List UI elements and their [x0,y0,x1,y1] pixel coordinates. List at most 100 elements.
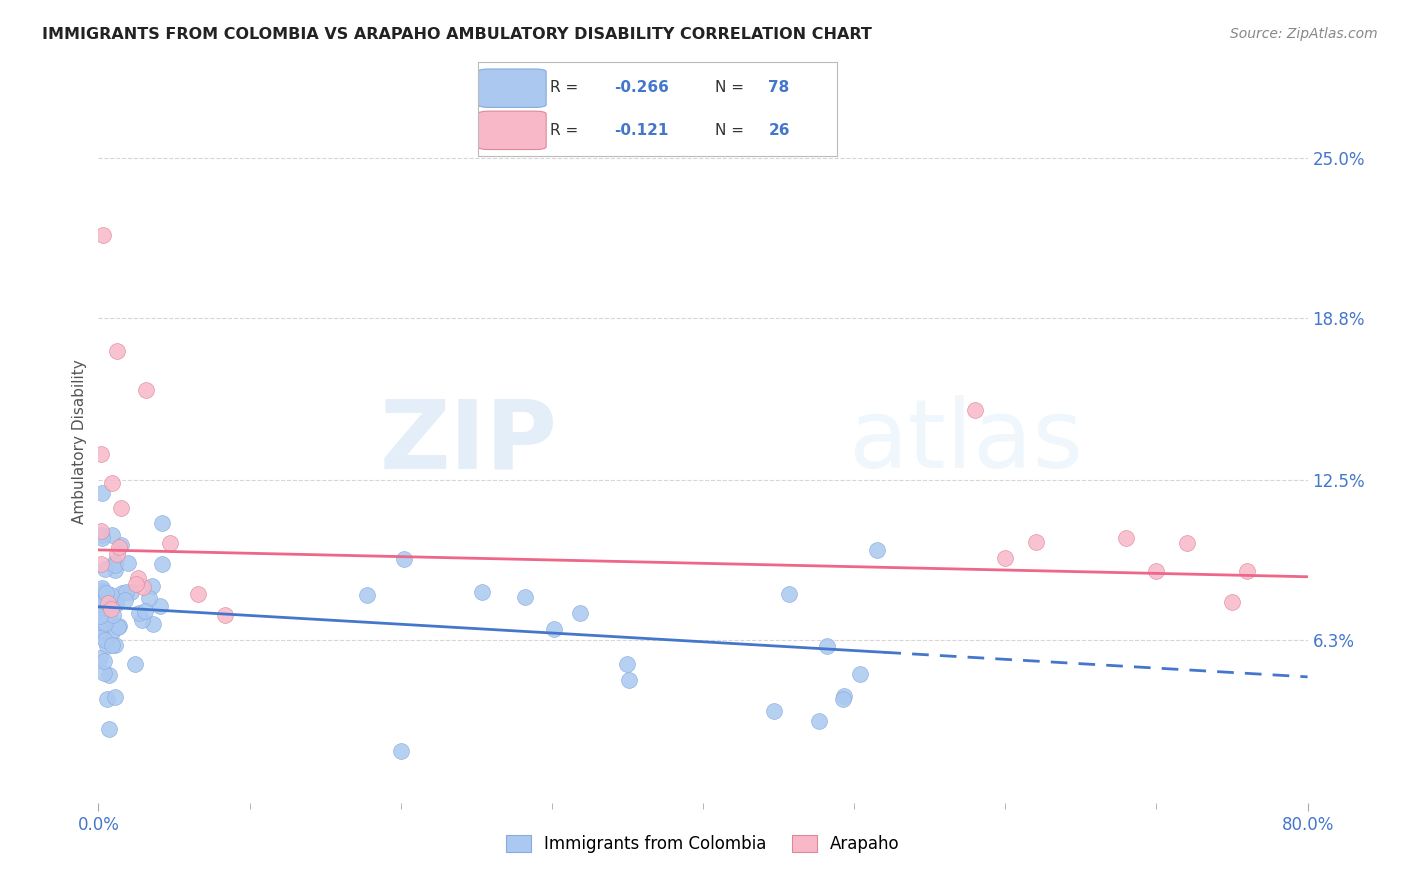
Point [91,228,114,243]
FancyBboxPatch shape [478,69,546,107]
Point [125,577,148,591]
Point [96,639,118,653]
Point [616,657,638,671]
Text: N =: N = [714,80,748,95]
Point [94,615,117,630]
Point [97,722,120,736]
Point [120,584,142,599]
Point [131,613,153,627]
Point [138,591,160,605]
Point [100,624,122,639]
Point [91,528,114,542]
Text: IMMIGRANTS FROM COLOMBIA VS ARAPAHO AMBULATORY DISABILITY CORRELATION CHART: IMMIGRANTS FROM COLOMBIA VS ARAPAHO AMBU… [42,27,872,42]
Point [89,615,111,629]
Point [866,543,889,558]
Point [159,535,181,549]
Point [104,597,127,611]
Point [90,614,112,628]
Point [93,596,115,610]
Point [94,632,117,647]
Legend: Immigrants from Colombia, Arapaho: Immigrants from Colombia, Arapaho [499,828,907,860]
Point [108,619,131,633]
Text: atlas: atlas [848,395,1083,488]
Text: -0.121: -0.121 [614,123,669,138]
Point [90,447,112,461]
Point [107,620,129,634]
Point [89,603,111,617]
Point [134,604,156,618]
Point [142,617,165,632]
Point [150,516,173,530]
Point [90,524,112,538]
Point [104,638,127,652]
Point [91,630,114,644]
Point [807,714,830,728]
Point [89,651,111,665]
Point [389,744,412,758]
Point [93,562,115,576]
Point [90,586,112,600]
Point [356,588,378,602]
Point [97,596,120,610]
Point [128,606,150,620]
Point [101,476,124,491]
Point [115,584,138,599]
Point [93,654,115,668]
Point [105,344,128,359]
Point [104,558,127,573]
Point [111,585,134,599]
Point [543,622,565,636]
Point [1144,564,1167,578]
Point [89,624,111,639]
Point [101,528,124,542]
Point [568,606,591,620]
Point [96,692,118,706]
Point [617,673,640,687]
Point [89,599,111,614]
Point [148,599,170,613]
Point [187,586,209,600]
Point [832,689,855,703]
Y-axis label: Ambulatory Disability: Ambulatory Disability [72,359,87,524]
Point [90,608,112,623]
Point [90,584,112,599]
Point [100,602,122,616]
FancyBboxPatch shape [478,112,546,150]
Point [100,638,122,652]
Point [132,580,155,594]
Point [91,485,114,500]
Point [1115,531,1137,545]
Point [89,608,111,623]
Text: 78: 78 [769,80,790,95]
Point [104,563,127,577]
Text: ZIP: ZIP [380,395,558,488]
Point [91,531,114,545]
Point [104,690,127,704]
Point [1175,535,1198,549]
Text: N =: N = [714,123,748,138]
Point [117,557,139,571]
Point [1236,564,1258,578]
Point [150,557,173,571]
Point [849,667,872,681]
Point [124,657,146,672]
Point [127,571,149,585]
Point [1220,594,1243,608]
Point [101,607,124,622]
Point [93,665,115,680]
Point [105,547,128,561]
Point [994,550,1017,565]
Point [91,583,114,598]
Point [90,557,112,571]
Point [513,590,536,604]
Point [392,552,415,566]
Text: R =: R = [550,123,588,138]
Text: Source: ZipAtlas.com: Source: ZipAtlas.com [1230,27,1378,41]
Point [97,668,120,682]
Point [135,383,157,397]
Point [110,538,132,552]
Point [778,587,800,601]
Point [1024,535,1046,549]
Point [90,622,112,636]
Point [98,610,121,624]
